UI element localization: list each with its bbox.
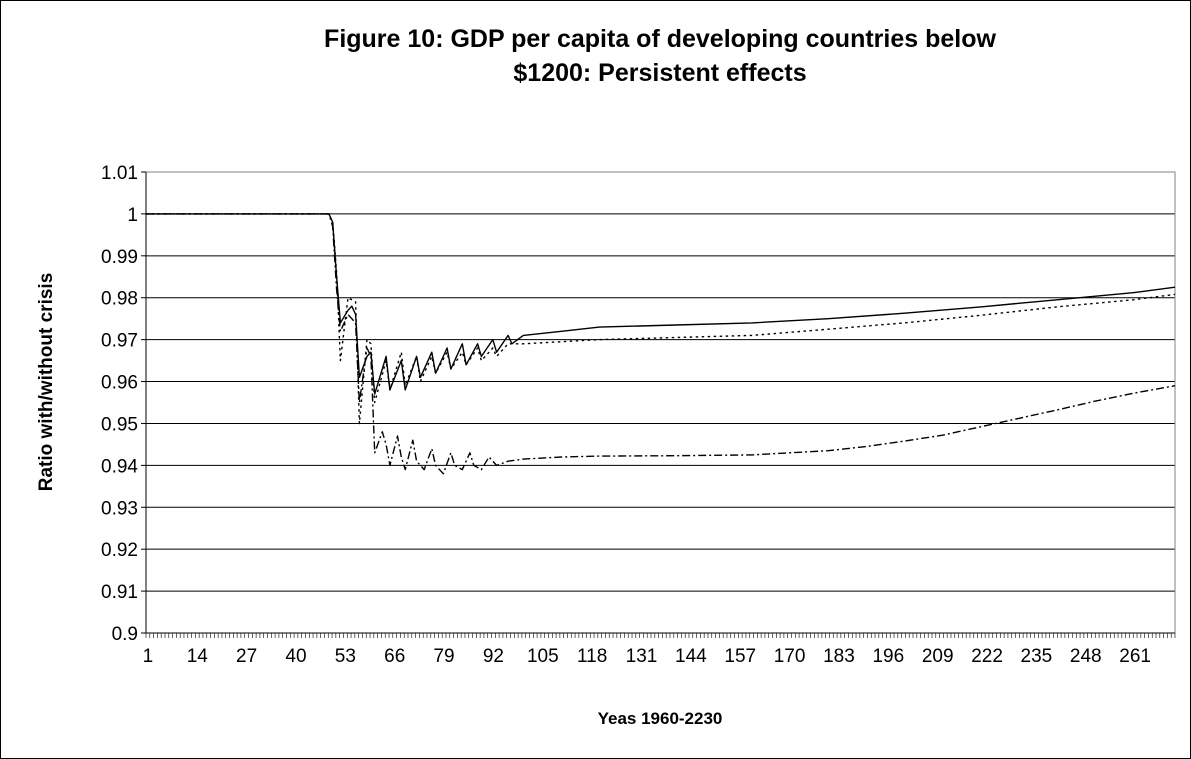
x-tick-label: 27	[236, 646, 257, 667]
x-tick-label: 235	[1021, 646, 1053, 667]
y-tick-label: 0.93	[101, 498, 138, 519]
y-tick-label: 0.99	[101, 247, 138, 268]
y-tick-label: 0.98	[101, 289, 138, 310]
x-tick-label: 144	[675, 646, 707, 667]
x-tick-label: 196	[872, 646, 904, 667]
x-tick-label: 157	[724, 646, 756, 667]
x-tick-label: 261	[1119, 646, 1151, 667]
y-axis: 0.9 0.91 0.92 0.93 0.94 0.95 0.96 0.97 0.98 0.99 1…	[101, 163, 147, 645]
x-axis-label: Yeas 1960-2230	[598, 709, 723, 728]
y-tick-label: 1.01	[101, 163, 138, 184]
x-tick-label: 248	[1070, 646, 1102, 667]
x-tick-label: 53	[335, 646, 356, 667]
x-tick-label: 79	[433, 646, 454, 667]
y-tick-label: 0.97	[101, 331, 138, 352]
x-tick-label: 40	[285, 646, 306, 667]
x-tick-label: 14	[187, 646, 209, 667]
x-tick-label: 105	[527, 646, 559, 667]
series-line-3	[146, 213, 1176, 475]
x-tick-label: 183	[823, 646, 855, 667]
plot-area	[145, 171, 1176, 634]
series-line-2	[146, 213, 1176, 425]
y-tick-label: 0.94	[101, 456, 138, 477]
x-tick-label: 1	[143, 646, 154, 667]
x-tick-label: 118	[577, 646, 607, 667]
y-tick-label: 0.91	[101, 582, 138, 603]
x-tick-label: 222	[971, 646, 1003, 667]
series-group	[146, 213, 1176, 475]
gridlines	[146, 171, 1175, 592]
y-tick-label: 0.9	[112, 624, 138, 645]
y-tick-label: 0.92	[101, 540, 138, 561]
x-tick-label: 66	[384, 646, 405, 667]
series-line-1	[146, 213, 1176, 395]
y-tick-label: 0.95	[101, 414, 138, 435]
chart-title-line-1: Figure 10: GDP per capita of developing …	[324, 25, 996, 53]
y-tick-label: 0.96	[101, 373, 138, 394]
chart-title: Figure 10: GDP per capita of developing …	[150, 22, 1170, 90]
x-tick-label: 131	[626, 646, 658, 667]
y-axis-label: Ratio with/without crisis	[36, 273, 57, 492]
chart-title-line-2: $1200: Persistent effects	[513, 59, 807, 87]
x-tick-label: 170	[774, 646, 806, 667]
y-tick-label: 1	[127, 205, 138, 226]
x-tick-label: 92	[483, 646, 504, 667]
x-tick-label: 209	[922, 646, 954, 667]
x-axis: 1 14 27 40 53 66 79 92 105 118 131 144 157 170 183 196 2…	[143, 632, 1176, 667]
